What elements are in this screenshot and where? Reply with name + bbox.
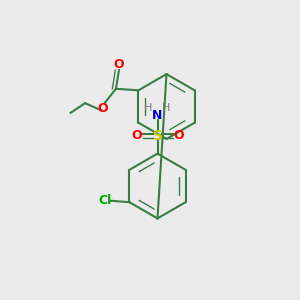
Text: O: O bbox=[131, 129, 142, 142]
Text: H: H bbox=[162, 103, 170, 113]
Text: Cl: Cl bbox=[98, 194, 111, 207]
Text: H: H bbox=[144, 103, 152, 113]
Text: O: O bbox=[98, 102, 108, 115]
Text: S: S bbox=[152, 129, 163, 142]
Text: O: O bbox=[114, 58, 124, 71]
Text: O: O bbox=[173, 129, 184, 142]
Text: N: N bbox=[152, 109, 163, 122]
